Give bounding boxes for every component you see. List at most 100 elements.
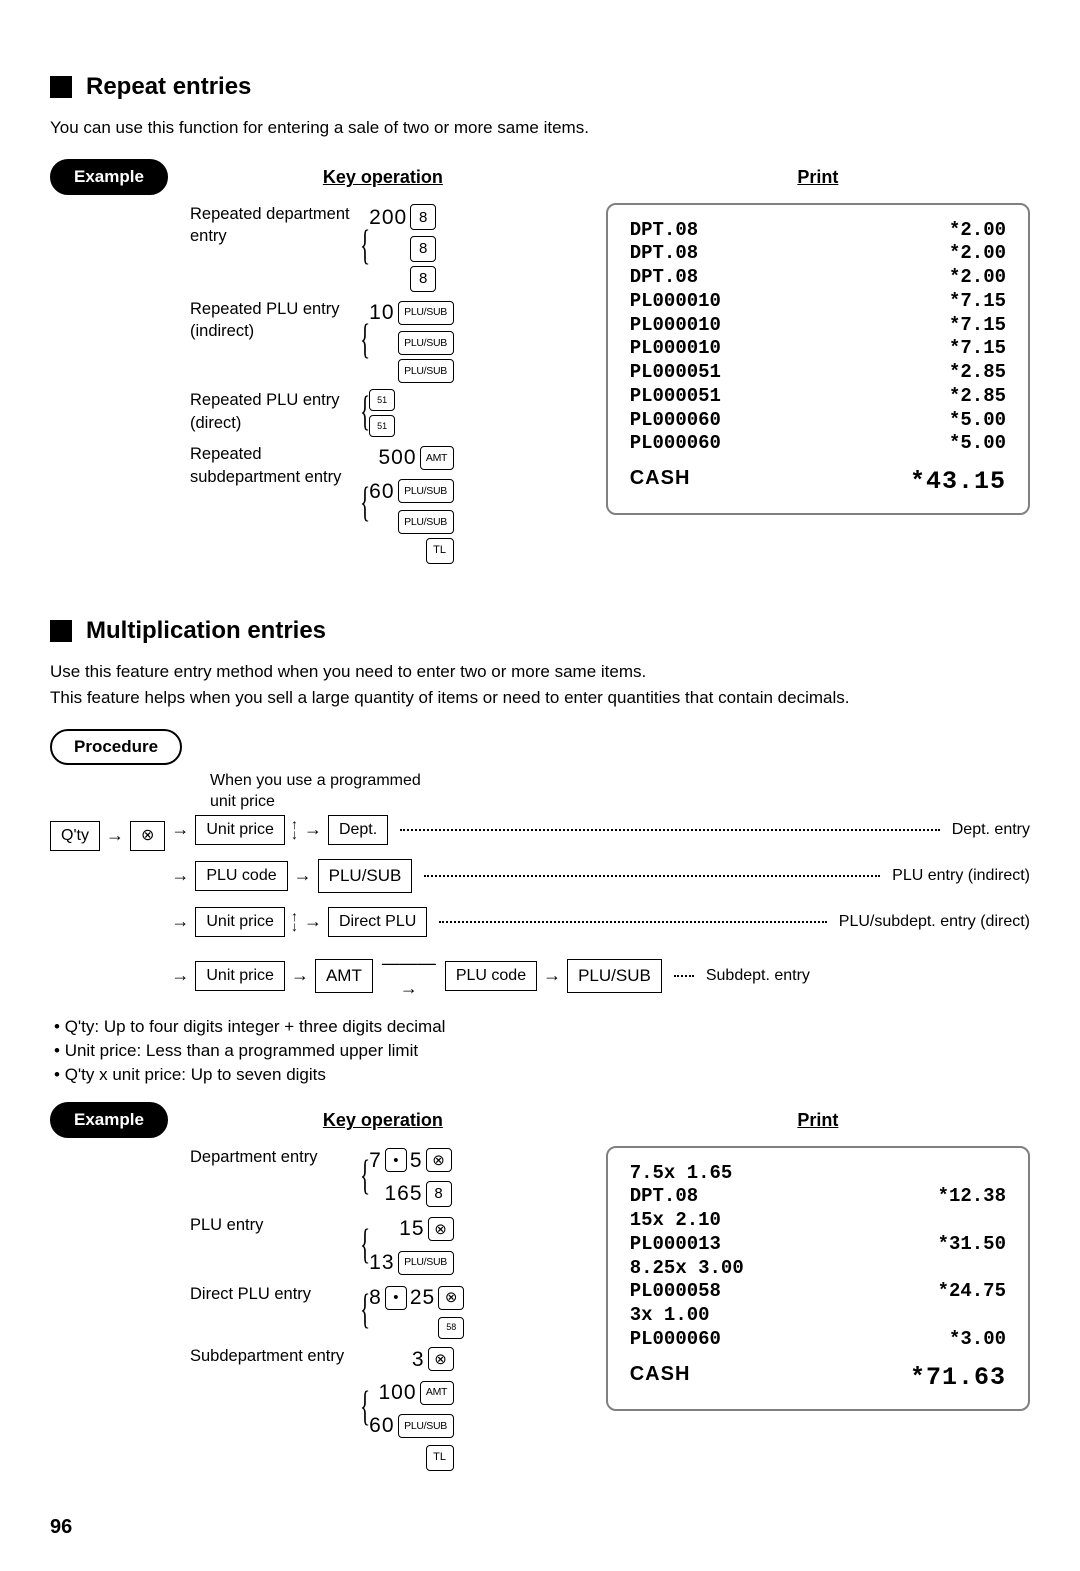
receipt-amt: *2.85 <box>949 361 1006 385</box>
receipt-item: PL000060 <box>630 1328 721 1352</box>
num: 13 <box>369 1248 394 1277</box>
receipt-amt: *2.85 <box>949 385 1006 409</box>
receipt-item: PL000010 <box>630 290 721 314</box>
receipt-item: DPT.08 <box>630 242 698 266</box>
flow-direct-plu: Direct PLU <box>328 907 427 937</box>
arrow-icon: ↑↓ <box>291 912 298 932</box>
mult-intro1: Use this feature entry method when you n… <box>50 660 1030 684</box>
arrow-icon: → <box>171 817 189 842</box>
key-tl: TL <box>426 538 454 564</box>
num: 60 <box>369 477 394 506</box>
arrow-icon: → <box>171 963 189 988</box>
receipt-item: PL000060 <box>630 432 721 456</box>
entry-label: Repeated department entry <box>190 203 355 292</box>
entry-label: Direct PLU entry <box>190 1283 355 1338</box>
key-amt: AMT <box>420 446 454 470</box>
receipt-line: 3x 1.00 <box>630 1304 1006 1328</box>
arrow-icon: → <box>294 863 312 888</box>
num: 200 <box>369 203 407 232</box>
entry-label: Subdepartment entry <box>190 1345 355 1471</box>
key-plusub: PLU/SUB <box>398 1251 454 1275</box>
num: 3 <box>412 1345 425 1374</box>
flow-label: PLU entry (indirect) <box>892 865 1030 887</box>
heading-text: Multiplication entries <box>86 614 326 648</box>
mult-intro2: This feature helps when you sell a large… <box>50 686 1030 710</box>
receipt-total: *43.15 <box>910 466 1006 497</box>
arrow-icon: ↑↓ <box>291 820 298 840</box>
key-tl: TL <box>426 1445 454 1471</box>
flow-otimes: ⊗ <box>130 821 165 851</box>
page-number: 96 <box>50 1513 1030 1541</box>
arrow-icon: → <box>171 909 189 934</box>
keyop-header: Key operation <box>190 165 576 190</box>
arrow-icon: ———→ <box>379 951 439 1001</box>
mult-entries-heading: Multiplication entries <box>50 614 1030 648</box>
receipt-item: PL000058 <box>630 1280 721 1304</box>
flow-label: PLU/subdept. entry (direct) <box>839 911 1030 933</box>
key-plusub: PLU/SUB <box>398 301 454 325</box>
key-51: 51 <box>369 389 395 411</box>
flowchart: When you use a programmed unit price Q't… <box>50 771 1030 1001</box>
receipt-amt: *7.15 <box>949 337 1006 361</box>
entry-label: Department entry <box>190 1146 355 1209</box>
bullet: Q'ty: Up to four digits integer + three … <box>54 1015 1030 1039</box>
repeat-intro: You can use this function for entering a… <box>50 116 1030 140</box>
num: 8 <box>369 1283 382 1312</box>
receipt-line: 7.5x 1.65 <box>630 1162 1006 1186</box>
receipt-amt: *2.00 <box>949 266 1006 290</box>
receipt-amt: *2.00 <box>949 219 1006 243</box>
arrow-icon: → <box>106 823 124 848</box>
receipt: DPT.08 *2.00 DPT.08 *2.00 DPT.08 *2.00 PL00… <box>606 203 1030 516</box>
print-header: Print <box>606 1108 1030 1133</box>
flow-unit-price: Unit price <box>195 907 285 937</box>
num: 10 <box>369 298 394 327</box>
entry-label: Repeated subdepartment entry <box>190 443 355 564</box>
arrow-icon: → <box>171 863 189 888</box>
num: 5 <box>410 1146 423 1175</box>
receipt-line: 8.25x 3.00 <box>630 1257 1006 1281</box>
key-8: 8 <box>410 266 436 292</box>
flow-label: Dept. entry <box>952 819 1030 841</box>
num: 15 <box>399 1214 424 1243</box>
arrow-icon: → <box>304 909 322 934</box>
receipt-cash: CASH <box>630 1362 691 1393</box>
receipt-amt: *5.00 <box>949 409 1006 433</box>
key-plusub: PLU/SUB <box>398 479 454 503</box>
num: 500 <box>378 443 416 472</box>
key-51: 51 <box>369 415 395 437</box>
flow-plu-code: PLU code <box>445 961 537 991</box>
flow-qty: Q'ty <box>50 821 100 851</box>
key-plusub: PLU/SUB <box>398 331 454 355</box>
keyop-header: Key operation <box>190 1108 576 1133</box>
receipt-item: DPT.08 <box>630 1185 698 1209</box>
receipt: 7.5x 1.65 DPT.08*12.38 15x 2.10 PL000013… <box>606 1146 1030 1411</box>
receipt-amt: *12.38 <box>938 1185 1006 1209</box>
arrow-icon: → <box>543 963 561 988</box>
bullet: Q'ty x unit price: Up to seven digits <box>54 1063 1030 1087</box>
entry-label: Repeated PLU entry (direct) <box>190 389 355 437</box>
key-otimes: ⊗ <box>438 1286 464 1310</box>
key-8: 8 <box>410 204 436 230</box>
bullets: Q'ty: Up to four digits integer + three … <box>54 1015 1030 1086</box>
num: 25 <box>410 1283 435 1312</box>
flow-label: Subdept. entry <box>706 965 810 987</box>
receipt-item: DPT.08 <box>630 266 698 290</box>
receipt-item: DPT.08 <box>630 219 698 243</box>
procedure-tag: Procedure <box>50 729 182 765</box>
key-58: 58 <box>438 1317 464 1339</box>
receipt-amt: *2.00 <box>949 242 1006 266</box>
receipt-amt: *5.00 <box>949 432 1006 456</box>
heading-text: Repeat entries <box>86 70 251 104</box>
key-amt: AMT <box>420 1381 454 1405</box>
repeat-entries-heading: Repeat entries <box>50 70 1030 104</box>
key-dot: • <box>385 1286 407 1310</box>
bullet: Unit price: Less than a programmed upper… <box>54 1039 1030 1063</box>
entry-label: Repeated PLU entry (indirect) <box>190 298 355 383</box>
num: 60 <box>369 1411 394 1440</box>
receipt-total: *71.63 <box>910 1362 1006 1393</box>
flow-note: When you use a programmed unit price <box>210 771 450 813</box>
flow-plusub: PLU/SUB <box>567 959 662 993</box>
num: 100 <box>378 1378 416 1407</box>
receipt-item: PL000051 <box>630 361 721 385</box>
arrow-icon: → <box>291 963 309 988</box>
